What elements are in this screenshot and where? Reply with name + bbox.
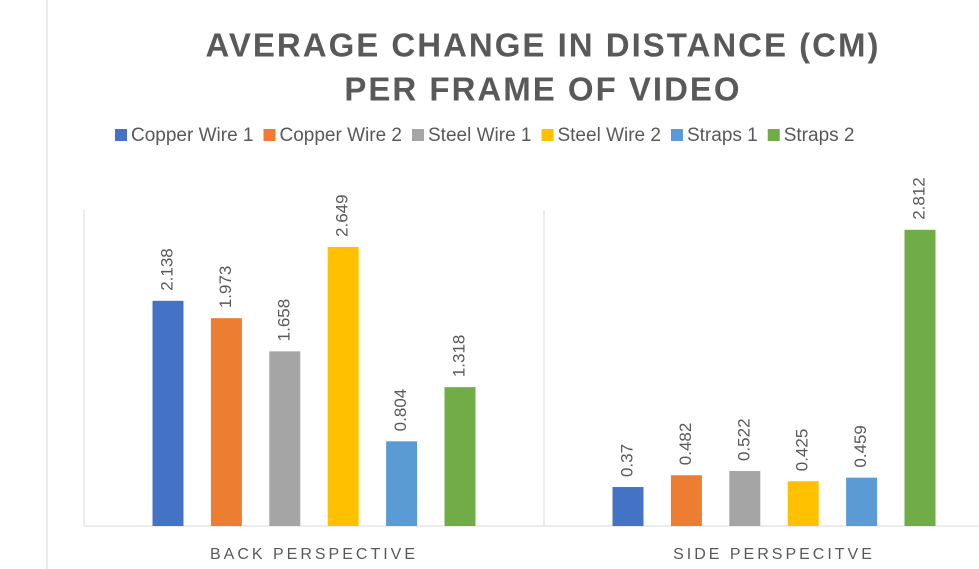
- legend-label: Copper Wire 1: [131, 125, 254, 146]
- bar: [612, 487, 644, 526]
- bar: [386, 441, 418, 526]
- legend-swatch: [767, 129, 780, 141]
- data-label: 1.973: [216, 266, 235, 309]
- data-label: 0.522: [734, 418, 753, 461]
- data-label: 2.812: [909, 177, 928, 220]
- legend-label: Steel Wire 2: [557, 125, 660, 146]
- legend-label: Straps 1: [687, 125, 758, 146]
- data-label: 0.482: [676, 423, 695, 466]
- bar: [670, 475, 702, 526]
- legend-label: Steel Wire 1: [428, 125, 531, 146]
- chart-title: PER FRAME OF VIDEO: [344, 71, 741, 108]
- legend-label: Copper Wire 2: [280, 125, 403, 146]
- bar: [846, 477, 878, 526]
- data-label: 0.804: [391, 389, 410, 432]
- bar: [210, 318, 242, 526]
- data-label: 1.658: [274, 299, 293, 342]
- bar: [327, 246, 359, 527]
- legend-label: Straps 2: [784, 125, 855, 146]
- data-label: 0.37: [617, 444, 636, 477]
- legend: Copper Wire 1 Copper Wire 2 Steel Wire 1 St…: [115, 125, 855, 146]
- data-label: 2.138: [157, 248, 176, 291]
- legend-swatch: [541, 129, 554, 141]
- legend-swatch: [412, 129, 424, 141]
- bar: [269, 351, 301, 526]
- data-label: 0.459: [851, 425, 870, 468]
- x-tick-label: BACK PERSPECTIVE: [210, 546, 418, 563]
- legend-swatch: [670, 129, 683, 141]
- bar: [904, 229, 936, 526]
- chart-title: AVERAGE CHANGE IN DISTANCE (CM): [206, 27, 881, 64]
- bar: [152, 300, 184, 526]
- data-label: 2.649: [333, 194, 352, 237]
- legend-swatch: [115, 129, 127, 141]
- bar: [444, 387, 476, 526]
- bar: [787, 481, 819, 526]
- data-label: 0.425: [793, 429, 812, 472]
- data-label: 1.318: [449, 335, 468, 378]
- bar: [729, 471, 761, 526]
- legend-swatch: [263, 129, 276, 141]
- x-tick-label: SIDE PERSPECITVE: [673, 546, 875, 563]
